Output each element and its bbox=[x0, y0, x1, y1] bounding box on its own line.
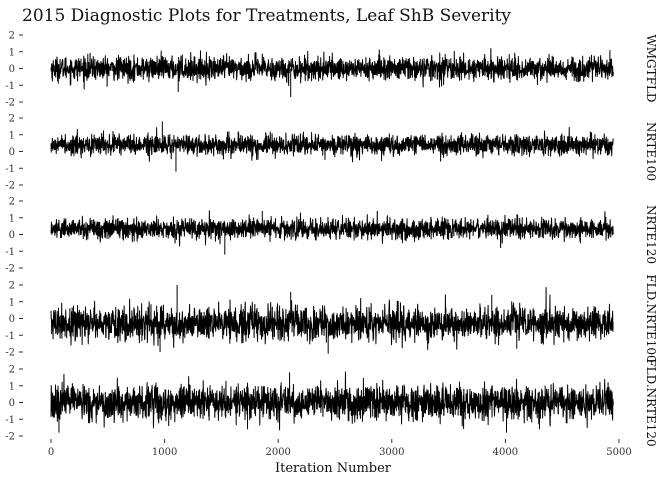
facet-strip-label: FLD.NRTE120 bbox=[644, 358, 658, 446]
trace-line bbox=[50, 210, 614, 255]
facet-panel-fld-nrte100: 2 1 0 -1 -2 FLD.NRTE100 bbox=[5, 274, 658, 362]
facet-panel-fld-nrte120: 2 1 0 -1 -2 FLD.NRTE120 bbox=[5, 358, 658, 446]
y-tick-label: 2 bbox=[9, 31, 15, 42]
y-tick-label: 0 bbox=[9, 230, 15, 241]
y-tick-label: 1 bbox=[9, 297, 15, 308]
y-tick-label: 2 bbox=[9, 114, 15, 125]
x-tick-label: 0 bbox=[48, 447, 54, 458]
y-tick-label: -2 bbox=[5, 98, 15, 109]
facet-panels: 2 1 0 -1 -2 WMGTFLD 2 1 0 -1 -2 NRTE100 2 1 0 -1 -2 NRTE1… bbox=[5, 31, 658, 447]
trace-line bbox=[50, 371, 614, 433]
trace-line bbox=[50, 285, 614, 354]
y-tick-label: 1 bbox=[9, 381, 15, 392]
y-tick-label: 1 bbox=[9, 130, 15, 141]
facet-panel-wmgtfld: 2 1 0 -1 -2 WMGTFLD bbox=[5, 31, 658, 109]
y-tick-label: 0 bbox=[9, 398, 15, 409]
facet-panel-nrte120: 2 1 0 -1 -2 NRTE120 bbox=[5, 197, 658, 275]
y-tick-label: -1 bbox=[5, 247, 15, 258]
facet-strip-label: WMGTFLD bbox=[644, 34, 658, 102]
x-tick-label: 5000 bbox=[606, 447, 631, 458]
x-tick-label: 4000 bbox=[493, 447, 518, 458]
facet-strip-label: NRTE100 bbox=[644, 122, 658, 181]
x-axis-title: Iteration Number bbox=[275, 461, 392, 476]
y-tick-label: 2 bbox=[9, 281, 15, 292]
y-tick-label: -1 bbox=[5, 415, 15, 426]
trace-line bbox=[50, 121, 614, 172]
y-tick-label: 0 bbox=[9, 147, 15, 158]
x-tick-label: 1000 bbox=[152, 447, 177, 458]
y-tick-label: 0 bbox=[9, 314, 15, 325]
chart-title: 2015 Diagnostic Plots for Treatments, Le… bbox=[22, 6, 511, 26]
trace-line bbox=[50, 48, 614, 97]
y-tick-label: 2 bbox=[9, 365, 15, 376]
y-tick-label: -1 bbox=[5, 164, 15, 175]
y-tick-label: 2 bbox=[9, 197, 15, 208]
x-tick-label: 2000 bbox=[265, 447, 290, 458]
facet-panel-nrte100: 2 1 0 -1 -2 NRTE100 bbox=[5, 114, 658, 192]
y-tick-label: -2 bbox=[5, 432, 15, 443]
y-tick-label: -2 bbox=[5, 348, 15, 359]
y-tick-label: -1 bbox=[5, 331, 15, 342]
facet-strip-label: NRTE120 bbox=[644, 205, 658, 264]
y-tick-label: -1 bbox=[5, 81, 15, 92]
y-tick-label: -2 bbox=[5, 181, 15, 192]
y-tick-label: -2 bbox=[5, 264, 15, 275]
x-tick-label: 3000 bbox=[379, 447, 404, 458]
y-tick-label: 0 bbox=[9, 64, 15, 75]
facet-strip-label: FLD.NRTE100 bbox=[644, 274, 658, 362]
y-tick-label: 1 bbox=[9, 213, 15, 224]
y-tick-label: 1 bbox=[9, 47, 15, 58]
x-axis: 0 1000 2000 3000 4000 5000 bbox=[48, 439, 632, 458]
